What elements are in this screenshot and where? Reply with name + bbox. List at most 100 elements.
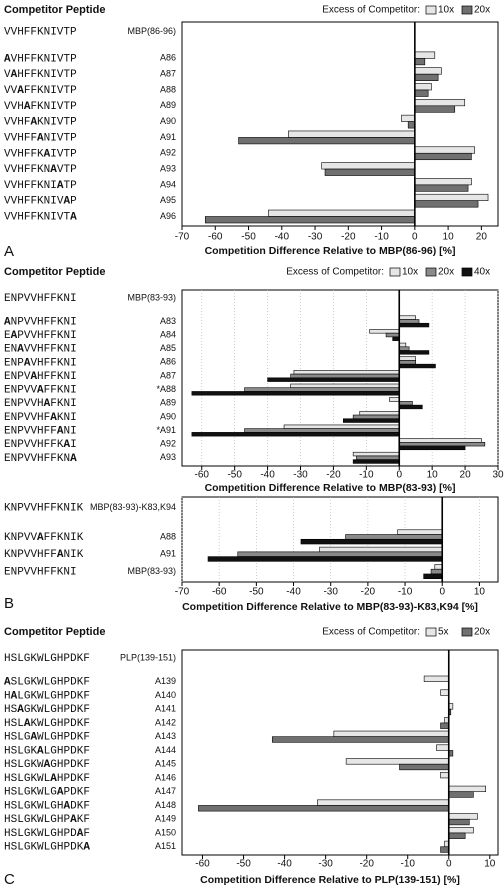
residue: L [17,800,24,812]
peptide: HSLGKWLGHPDKA [4,842,90,854]
peptide: HSLGAWLGHPDKF [4,732,90,744]
residue: G [24,759,31,771]
peptide: VVHFFKNIVTP [4,26,77,38]
row-label: A87 [160,69,176,79]
residue: N [44,101,51,113]
x-tick-label: 30 [492,470,504,481]
residue: H [4,718,11,730]
residue: F [83,732,90,744]
bar [334,731,449,737]
peptide: HSLGKWLGHPDKF [4,653,90,665]
bar [291,374,400,378]
residue: L [17,745,24,757]
bar [238,552,442,557]
residue: F [50,330,57,342]
row-label: A145 [155,759,176,769]
bar [343,419,399,423]
row-label: A86 [160,53,176,63]
bar [424,676,449,682]
panel-letter: C [4,871,15,888]
residue: H [4,800,11,812]
residue: F [50,371,57,383]
peptide: AVHFFKNIVTP [4,53,77,65]
peptide: ANPVVHFFKNI [4,316,77,328]
residue: F [50,549,57,561]
residue: N [63,453,70,465]
x-tick-label: -50 [227,470,242,481]
residue: G [24,690,31,702]
legend-label: 5x [438,627,449,638]
peptide: ENAVVHFFKNI [4,344,77,356]
residue: H [4,773,11,785]
residue: F [30,132,37,144]
residue: L [44,745,51,757]
residue: I [50,85,57,97]
bar [284,425,399,429]
bar [399,316,415,320]
bar [272,737,448,743]
bar [415,185,468,191]
bar [441,690,449,696]
residue: F [44,549,51,561]
panel-letter: B [4,595,14,612]
row-label: A142 [155,717,176,727]
residue: H [57,718,64,730]
residue: N [63,330,70,342]
x-tick-label: -20 [359,859,374,870]
residue: I [50,211,57,223]
residue: N [63,344,70,356]
residue: P [70,117,77,129]
row-label: A141 [155,704,176,714]
residue: N [11,439,18,451]
bar [346,535,443,540]
x-tick-label: 20 [460,470,472,481]
bar [431,569,442,574]
bar [353,452,399,456]
legend-label: 40x [474,267,490,278]
x-tick-label: -50 [249,587,264,598]
residue: N [44,132,51,144]
residue: F [24,180,31,192]
residue: N [44,211,51,223]
legend-label: 20x [474,627,490,638]
x-tick-label: -40 [277,859,292,870]
x-axis-label: Competition Difference Relative to MBP(8… [205,482,456,494]
residue: I [70,532,77,544]
residue: H [37,357,44,369]
row-label: A147 [155,786,176,796]
bar [294,370,399,374]
residue: L [17,690,24,702]
x-axis-label: Competition Difference Relative to MBP(8… [205,245,456,257]
x-tick-label: -30 [318,859,333,870]
residue: N [63,371,70,383]
x-tick-label: -40 [286,587,301,598]
bar [449,814,478,820]
residue: L [44,828,51,840]
residue: N [11,453,18,465]
residue: N [44,117,51,129]
bar [245,429,400,433]
x-tick-label: -40 [275,232,290,243]
row-label: MBP(83-93) [127,293,176,303]
residue: H [37,398,44,410]
legend-swatch [426,268,436,276]
residue: H [57,732,64,744]
residue: G [24,842,31,854]
panel-header: Competitor Peptide [4,266,105,278]
residue: H [57,745,64,757]
legend-swatch [426,628,436,636]
residue: N [44,85,51,97]
peptide: ASLGKWLGHPDKF [4,677,90,689]
bar [205,217,415,223]
residue: F [83,745,90,757]
residue: L [44,677,51,689]
residue: F [30,164,37,176]
x-tick-label: -10 [359,470,374,481]
residue: G [50,677,57,689]
legend-swatch [462,6,472,14]
bar [291,384,400,388]
peptide: ENPAVHFFKNI [4,357,77,369]
residue: G [50,718,57,730]
x-tick-label: 10 [484,859,496,870]
residue: H [4,690,11,702]
